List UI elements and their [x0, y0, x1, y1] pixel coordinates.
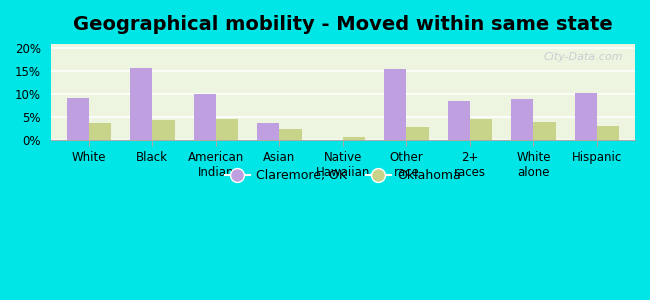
Bar	[152, 120, 175, 140]
Title: Geographical mobility - Moved within same state: Geographical mobility - Moved within sam…	[73, 15, 613, 34]
Bar	[575, 93, 597, 140]
Bar	[448, 101, 470, 140]
Bar	[470, 118, 492, 140]
Bar	[216, 118, 238, 140]
Bar	[194, 94, 216, 140]
Bar	[534, 122, 556, 140]
Bar	[511, 99, 534, 140]
Bar	[384, 69, 406, 140]
Legend: Claremore, OK, Oklahoma: Claremore, OK, Oklahoma	[220, 164, 466, 187]
Bar	[280, 129, 302, 140]
Text: City-Data.com: City-Data.com	[544, 52, 623, 61]
Bar	[130, 68, 152, 140]
Bar	[257, 123, 280, 140]
Bar	[89, 123, 111, 140]
Bar	[406, 127, 428, 140]
Bar	[343, 136, 365, 140]
Bar	[66, 98, 89, 140]
Bar	[597, 125, 619, 140]
